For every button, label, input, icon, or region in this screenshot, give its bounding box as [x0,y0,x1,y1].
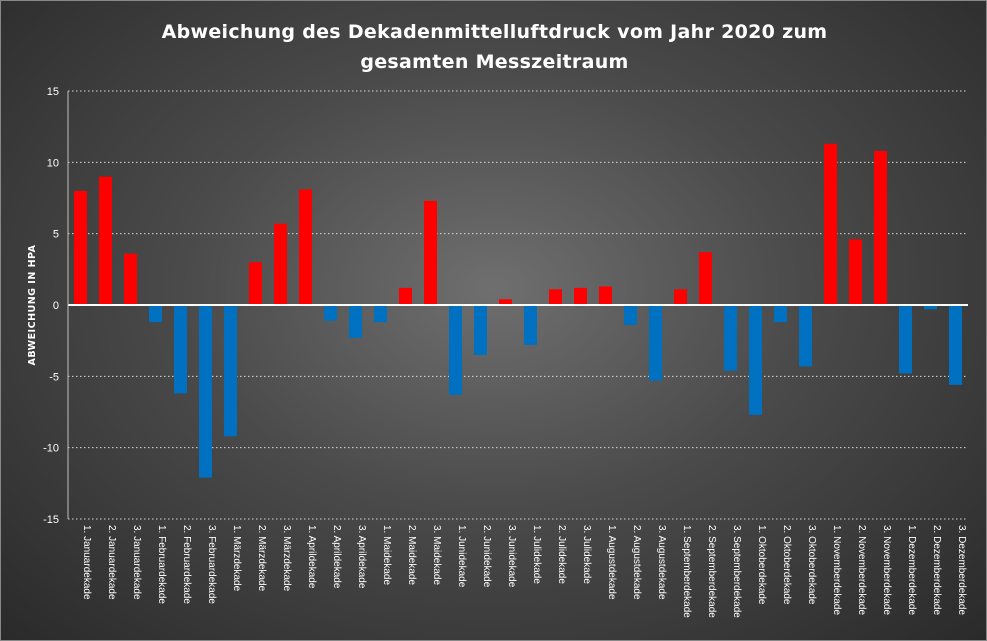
bar [474,305,487,355]
chart-title-line-2: gesamten Messzeitraum [360,51,629,73]
bar [649,305,662,381]
y-tick-label: 5 [53,229,59,241]
x-tick-label: 3. Novemberdekade [881,525,892,615]
y-tick-label: -5 [49,371,59,383]
x-tick-label: 1. Novemberdekade [831,525,842,615]
bar [74,190,87,305]
bar [449,305,462,395]
bar [124,253,137,305]
x-tick-label: 3. Junidekade [506,525,517,588]
x-tick-label: 1. Märzdekade [231,525,242,592]
bar [849,239,862,305]
bar [424,200,437,305]
bar [599,286,612,305]
bar [199,305,212,478]
x-tick-label: 1. Augustdekade [606,525,617,600]
y-tick-label: -10 [43,443,59,455]
x-tick-label: 2. Julidekade [556,525,567,584]
y-tick-label: 15 [47,86,59,98]
x-tick-label: 2. Januardekade [106,525,117,600]
bar [874,150,887,305]
bar [499,299,512,305]
bar [224,305,237,437]
bar [349,305,362,338]
bar [274,223,287,305]
bar [299,189,312,305]
x-tick-label: 3. Januardekade [131,525,142,600]
x-tick-label: 2. Februardekade [181,525,192,604]
x-tick-label: 2. Aprildekade [331,525,342,589]
chart-title-line-1: Abweichung des Dekadenmittelluftdruck vo… [161,21,828,43]
bar [174,305,187,394]
bars [74,143,962,478]
x-tick-label: 2. Septemberdekade [706,525,717,618]
bar [399,287,412,305]
bar [374,305,387,323]
bar [774,305,787,323]
bar [324,305,337,321]
y-tick-label: 0 [53,300,59,312]
x-tick-label: 1. Oktoberdekade [756,525,767,605]
y-axis-label: ABWEICHUNG IN HPA [27,244,38,365]
axes [67,91,968,519]
x-tick-label: 1. Junidekade [456,525,467,588]
x-tick-label: 1. Aprildekade [306,525,317,589]
x-tick-label: 2. Augustdekade [631,525,642,600]
x-tick-label: 2. Novemberdekade [856,525,867,615]
bar [749,305,762,415]
x-tick-label: 3. Dezemberdekade [956,525,967,615]
bar [149,305,162,323]
bar [724,305,737,371]
x-tick-label: 3. Märzdekade [281,525,292,592]
y-tick-label: -15 [43,514,59,526]
x-tick-label: 2. Oktoberdekade [781,525,792,605]
y-tick-label: 10 [47,157,59,169]
bar [699,252,712,305]
x-tick-label: 2. Junidekade [481,525,492,588]
x-tick-label: 2. Maidekade [406,525,417,585]
x-tick-label: 1. Januardekade [81,525,92,600]
bar [799,305,812,367]
bar [249,262,262,305]
bar [674,289,687,305]
bar [624,305,637,325]
bar [949,305,962,385]
x-tick-label: 1. Dezemberdekade [906,525,917,615]
x-tick-label: 3. Oktoberdekade [806,525,817,605]
x-tick-label: 1. Februardekade [156,525,167,604]
x-tick-label: 3. Aprildekade [356,525,367,589]
chart-title: Abweichung des Dekadenmittelluftdruck vo… [1,17,986,77]
x-tick-label: 2. Dezemberdekade [931,525,942,615]
bar [549,289,562,305]
bar [524,305,537,345]
bar [574,287,587,305]
x-tick-labels: 1. Januardekade 2. Januardekade 3. Januard… [81,525,967,618]
x-tick-label: 3. Augustdekade [656,525,667,600]
bar [99,176,112,305]
x-tick-label: 3. Februardekade [206,525,217,604]
x-tick-label: 3. Julidekade [581,525,592,584]
x-tick-label: 3. Septemberdekade [731,525,742,618]
x-tick-label: 2. Märzdekade [256,525,267,592]
x-tick-label: 3. Maidekade [431,525,442,585]
bar [824,143,837,305]
x-tick-label: 1. Julidekade [531,525,542,584]
bar [924,305,937,310]
y-tick-labels: 15 10 5 0 -5 -10 -15 [43,86,59,526]
x-tick-label: 1. Maidekade [381,525,392,585]
x-tick-label: 1. Septemberdekade [681,525,692,618]
bar [899,305,912,374]
